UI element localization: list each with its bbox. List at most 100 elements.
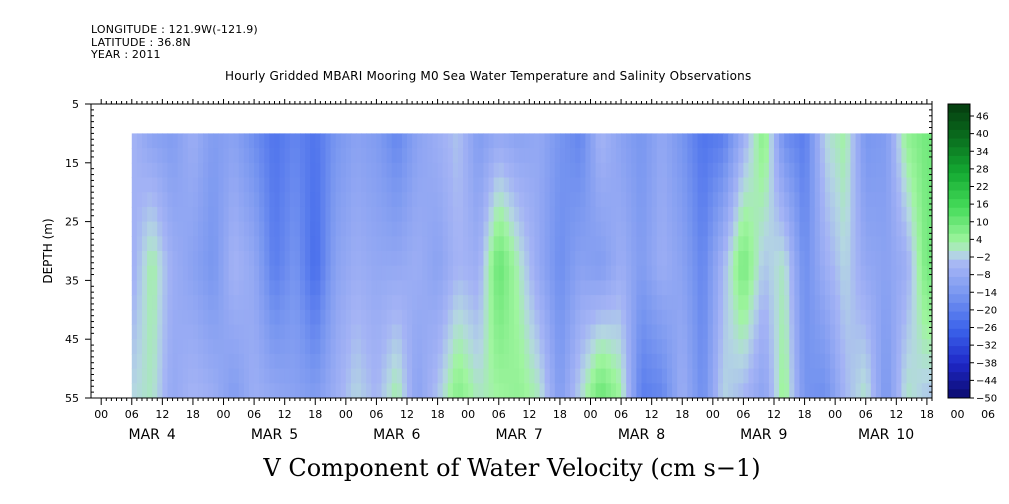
heatmap-cell xyxy=(468,353,474,370)
heatmap-cell xyxy=(162,251,169,267)
heatmap-cell xyxy=(906,177,913,193)
heatmap-cell xyxy=(758,353,765,370)
heatmap-cell xyxy=(615,280,622,296)
heatmap-cell xyxy=(238,383,245,398)
heatmap-cell xyxy=(274,206,281,223)
heatmap-cell xyxy=(233,339,240,355)
heatmap-cell xyxy=(519,309,525,326)
heatmap-cell xyxy=(672,309,678,326)
heatmap-cell xyxy=(610,309,617,326)
heatmap-cell xyxy=(855,280,862,296)
heatmap-cell xyxy=(208,280,214,296)
heatmap-cell xyxy=(707,295,714,311)
heatmap-cell xyxy=(881,251,887,267)
heatmap-cell xyxy=(610,251,617,267)
heatmap-cell xyxy=(794,148,801,164)
x-hour-label: 00 xyxy=(706,408,720,421)
heatmap-cell xyxy=(641,368,648,384)
heatmap-cell xyxy=(768,251,775,267)
heatmap-cell xyxy=(605,324,612,340)
heatmap-cell xyxy=(310,383,316,398)
heatmap-cell xyxy=(524,206,530,223)
heatmap-cell xyxy=(865,221,872,237)
heatmap-cell xyxy=(855,221,862,237)
heatmap-cell xyxy=(636,339,643,355)
colorbar-label: −26 xyxy=(976,323,997,334)
heatmap-cell xyxy=(687,192,694,208)
heatmap-cell xyxy=(279,148,286,164)
heatmap-cell xyxy=(692,324,699,340)
heatmap-cell xyxy=(768,236,775,252)
heatmap-cell xyxy=(264,177,270,193)
heatmap-cell xyxy=(615,148,622,164)
heatmap-cell xyxy=(646,133,653,149)
heatmap-cell xyxy=(631,148,637,164)
heatmap-cell xyxy=(646,280,653,296)
heatmap-cell xyxy=(641,236,648,252)
heatmap-cell xyxy=(503,383,510,398)
heatmap-cell xyxy=(147,162,153,179)
heatmap-cell xyxy=(692,280,699,296)
heatmap-cell xyxy=(814,162,821,179)
heatmap-cell xyxy=(305,295,311,311)
heatmap-cell xyxy=(238,162,245,179)
heatmap-cell xyxy=(305,280,311,296)
heatmap-cell xyxy=(131,192,138,208)
heatmap-cell xyxy=(279,206,286,223)
heatmap-cell xyxy=(585,206,592,223)
heatmap-cell xyxy=(218,353,225,370)
heatmap-cell xyxy=(529,192,536,208)
heatmap-cell xyxy=(478,162,485,179)
heatmap-cell xyxy=(707,353,714,370)
heatmap-cell xyxy=(794,353,801,370)
heatmap-cell xyxy=(488,221,495,237)
heatmap-cell xyxy=(921,265,928,281)
heatmap-cell xyxy=(452,206,459,223)
heatmap-cell xyxy=(794,177,801,193)
heatmap-cell xyxy=(911,221,918,237)
heatmap-cell xyxy=(549,339,556,355)
heatmap-cell xyxy=(279,280,286,296)
heatmap-cell xyxy=(437,251,444,267)
heatmap-cell xyxy=(651,353,658,370)
heatmap-cell xyxy=(610,236,617,252)
heatmap-cell xyxy=(565,368,571,384)
heatmap-cell xyxy=(906,221,913,237)
heatmap-cell xyxy=(330,383,337,398)
heatmap-cell xyxy=(605,309,612,326)
heatmap-cell xyxy=(279,368,286,384)
heatmap-cell xyxy=(870,295,877,311)
heatmap-cell xyxy=(794,324,801,340)
heatmap-cell xyxy=(824,368,831,384)
heatmap-cell xyxy=(213,192,220,208)
heatmap-cell xyxy=(508,295,515,311)
heatmap-cell xyxy=(498,162,505,179)
heatmap-cell xyxy=(911,251,918,267)
colorbar-swatch xyxy=(948,155,970,165)
heatmap-cell xyxy=(570,295,576,311)
heatmap-cell xyxy=(264,265,270,281)
heatmap-cell xyxy=(340,309,347,326)
heatmap-cell xyxy=(559,251,566,267)
heatmap-cell xyxy=(921,221,928,237)
heatmap-cell xyxy=(529,162,536,179)
heatmap-cell xyxy=(779,295,785,311)
heatmap-cell xyxy=(396,162,403,179)
heatmap-cell xyxy=(697,236,704,252)
heatmap-cell xyxy=(386,324,393,340)
heatmap-cell xyxy=(672,162,678,179)
heatmap-cell xyxy=(187,192,194,208)
heatmap-cell xyxy=(677,177,683,193)
heatmap-cell xyxy=(585,383,592,398)
heatmap-cell xyxy=(330,251,337,267)
heatmap-cell xyxy=(921,295,928,311)
heatmap-cell xyxy=(661,177,668,193)
heatmap-cell xyxy=(473,236,479,252)
heatmap-cell xyxy=(172,368,179,384)
heatmap-cell xyxy=(845,192,852,208)
heatmap-cell xyxy=(294,353,301,370)
heatmap-cell xyxy=(860,162,867,179)
heatmap-cell xyxy=(717,192,724,208)
heatmap-cell xyxy=(218,162,225,179)
heatmap-cell xyxy=(549,251,556,267)
